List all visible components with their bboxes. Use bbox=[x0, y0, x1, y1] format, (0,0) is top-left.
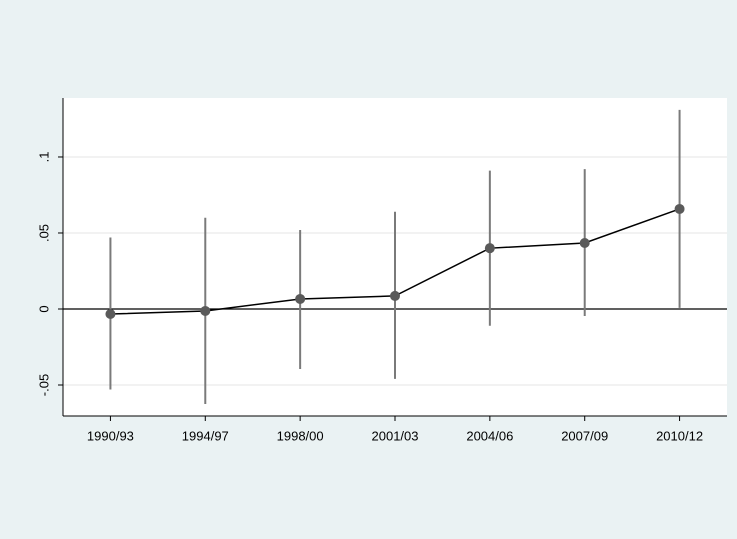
point bbox=[579, 238, 590, 249]
x-tick-label: 2007/09 bbox=[561, 428, 608, 443]
y-tick-label: .1 bbox=[36, 152, 51, 163]
x-tick-label: 2010/12 bbox=[656, 428, 703, 443]
x-tick-label: 1990/93 bbox=[87, 428, 134, 443]
point bbox=[484, 243, 495, 254]
y-tick-label: 0 bbox=[36, 305, 51, 312]
y-tick-label: .05 bbox=[36, 224, 51, 242]
point bbox=[390, 290, 400, 301]
point bbox=[105, 309, 116, 320]
point bbox=[674, 203, 685, 214]
point bbox=[295, 293, 306, 304]
point bbox=[200, 305, 211, 316]
x-tick-label: 2001/03 bbox=[372, 428, 419, 443]
x-tick-label: 1994/97 bbox=[182, 428, 229, 443]
x-tick-label: 2004/06 bbox=[466, 428, 513, 443]
x-tick-label: 1998/00 bbox=[277, 428, 324, 443]
y-tick-label: -.05 bbox=[36, 374, 51, 396]
